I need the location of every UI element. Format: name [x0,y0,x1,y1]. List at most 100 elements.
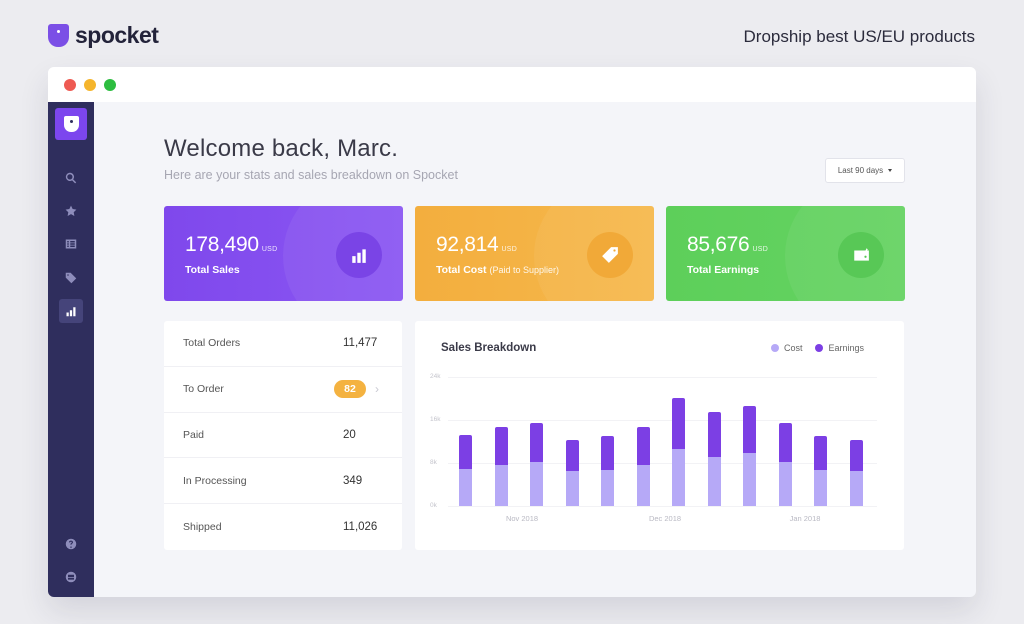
stat-card-total-cost: 92,814 USD Total Cost (Paid to Supplier) [415,206,654,301]
order-row-in-processing: In Processing 349 [164,458,402,505]
stacked-bar[interactable] [707,411,721,506]
bar-segment-cost [707,457,721,506]
stat-card-total-sales: 178,490 USD Total Sales [164,206,403,301]
stat-icon [838,232,884,278]
bar-segment-cost [494,465,508,506]
bar-segment-earnings [778,422,792,462]
chart-legend: Cost Earnings [770,343,864,353]
sidebar-item-tags[interactable] [59,266,83,290]
caret-down-icon [888,169,893,172]
stat-value: 178,490 USD [185,233,278,256]
x-axis-tick: Dec 2018 [648,514,682,523]
sidebar-item-help[interactable] [59,532,83,556]
bar-segment-earnings [530,422,543,462]
stat-label: Total Sales [185,264,240,276]
bar-segment-cost [459,468,472,506]
bar-segment-earnings [636,427,650,466]
brand-name: spocket [75,22,159,48]
bar-segment-earnings [743,405,756,454]
bar-segment-earnings [459,435,472,469]
bar-segment-cost [778,461,792,506]
sidebar [48,102,94,597]
close-window-button[interactable] [64,78,76,91]
order-row-total-orders: Total Orders 11,477 [164,321,402,367]
order-row-to-order[interactable]: To Order 82 › [164,367,402,413]
bar-segment-cost [672,449,685,506]
dashboard-main: Welcome back, Marc. Here are your stats … [94,102,976,597]
page-title: Welcome back, Marc. [164,135,399,162]
sidebar-item-analytics[interactable] [59,299,83,323]
stacked-bar[interactable] [849,439,863,506]
minimize-window-button[interactable] [84,78,96,91]
stacked-bar[interactable] [565,439,579,506]
list-icon [65,239,77,249]
tag-icon [65,272,77,284]
orders-summary-card: Total Orders 11,477 To Order 82 › Paid 2… [164,321,402,550]
sidebar-item-list[interactable] [59,232,83,256]
stacked-bar[interactable] [530,422,543,506]
bar-segment-earnings [707,411,721,458]
page-subtitle: Here are your stats and sales breakdown … [164,168,458,182]
stat-label: Total Cost (Paid to Supplier) [436,264,560,276]
bar-segment-cost [743,453,756,506]
spocket-logo-icon [48,24,69,47]
bar-segment-earnings [565,439,579,472]
chart-title: Sales Breakdown [441,342,537,354]
stacked-bar[interactable] [814,436,827,506]
stacked-bar[interactable] [743,405,756,506]
stacked-bar[interactable] [778,422,792,506]
pocket-logo-icon [63,116,79,132]
order-row-paid: Paid 20 [164,413,402,459]
sales-breakdown-card: Sales Breakdown Cost Earnings 24k 16k 8k 0k… [415,321,904,550]
date-range-label: Last 90 days [837,166,884,175]
maximize-window-button[interactable] [104,78,116,91]
window-titlebar [48,67,976,102]
sidebar-item-store[interactable] [59,565,83,589]
brand: spocket [48,22,159,49]
tagline: Dropship best US/EU products [743,27,976,46]
search-icon [65,172,77,184]
to-order-count-badge: 82 [334,380,366,399]
star-icon [65,205,77,216]
gridline [448,506,877,507]
stacked-bar[interactable] [636,427,650,506]
bar-chart-icon [66,307,76,317]
legend-dot-icon [815,344,824,352]
stacked-bar[interactable] [601,436,614,506]
legend-dot-icon [770,344,779,352]
stat-label: Total Earnings [687,264,760,276]
gridline [448,420,877,421]
sidebar-item-search[interactable] [59,166,83,190]
wallet-icon [854,248,869,261]
order-row-shipped: Shipped 11,026 [183,521,378,534]
x-axis-tick: Nov 2018 [505,514,539,523]
sidebar-logo[interactable] [55,108,87,140]
help-icon [65,538,77,550]
bar-segment-cost [565,471,579,506]
y-axis-tick: 24k [430,373,441,380]
bar-segment-cost [530,461,543,506]
bar-segment-earnings [814,436,827,470]
bar-segment-cost [814,470,827,506]
stat-icon [336,232,382,278]
legend-item-earnings[interactable]: Earnings [815,343,864,353]
bar-segment-cost [849,471,863,506]
bar-chart-icon [352,249,366,263]
date-range-dropdown[interactable]: Last 90 days [825,158,905,183]
stacked-bar[interactable] [459,435,472,506]
sidebar-item-favorites[interactable] [59,199,83,223]
stat-icon [587,232,633,278]
bar-segment-earnings [601,436,614,470]
legend-item-cost[interactable]: Cost [770,343,802,353]
chevron-right-icon[interactable]: › [375,382,379,397]
store-icon [65,571,77,583]
bar-segment-cost [601,470,614,506]
stacked-bar[interactable] [672,397,685,506]
stacked-bar[interactable] [494,427,508,506]
stat-card-total-earnings: 85,676 USD Total Earnings [666,206,905,301]
stat-value: 92,814 USD [436,233,518,256]
stat-value: 85,676 USD [687,233,769,256]
tag-icon [602,247,618,263]
x-axis-tick: Jan 2018 [789,514,821,523]
bar-segment-cost [636,465,650,506]
